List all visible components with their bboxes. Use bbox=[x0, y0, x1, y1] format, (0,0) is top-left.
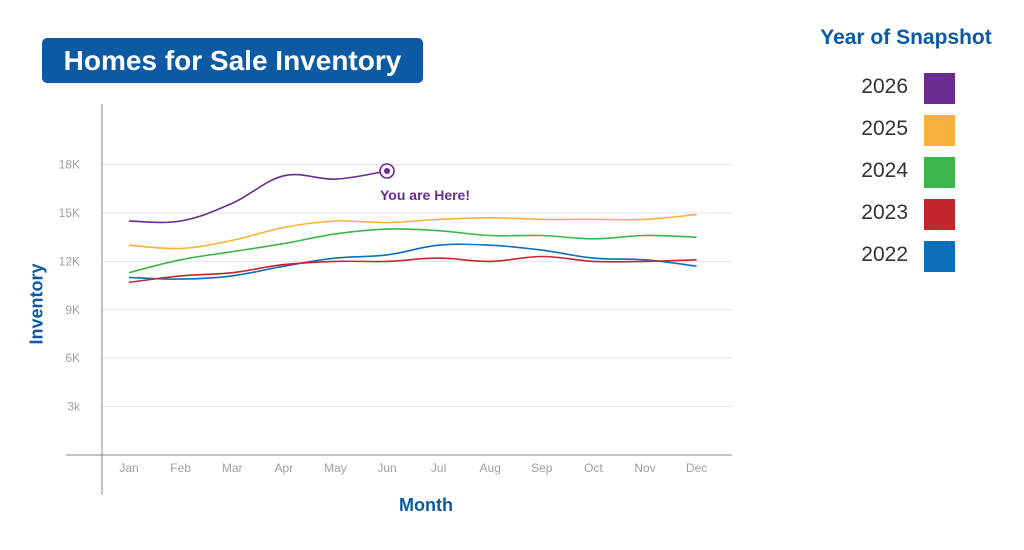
legend-swatch bbox=[924, 115, 955, 146]
legend-item-2025: 2025 bbox=[846, 113, 966, 155]
chart-title: Homes for Sale Inventory bbox=[42, 38, 423, 83]
y-tick-label: 15K bbox=[59, 206, 80, 220]
legend-item-2023: 2023 bbox=[846, 197, 966, 239]
x-tick-label: Apr bbox=[274, 461, 293, 475]
axes bbox=[66, 104, 732, 495]
series-line-2025 bbox=[128, 213, 697, 250]
legend-label: 2026 bbox=[861, 75, 908, 98]
x-tick-label: Jun bbox=[377, 461, 396, 475]
x-tick-label: Nov bbox=[634, 461, 655, 475]
annotation: You are Here! bbox=[379, 163, 470, 203]
legend-label: 2024 bbox=[861, 159, 908, 182]
x-tick-label: Aug bbox=[480, 461, 501, 475]
legend-swatch bbox=[924, 241, 955, 272]
x-tick-label: Oct bbox=[584, 461, 603, 475]
y-axis-label: Inventory bbox=[26, 263, 47, 345]
annotation-label: You are Here! bbox=[380, 187, 470, 203]
legend: 2026 2025 2024 2023 2022 bbox=[846, 71, 966, 281]
x-axis-label: Month bbox=[399, 495, 453, 515]
legend-item-2022: 2022 bbox=[846, 239, 966, 281]
x-tick-label: Sep bbox=[531, 461, 553, 475]
x-tick-label: Dec bbox=[686, 461, 707, 475]
y-tick-label: 6K bbox=[65, 351, 80, 365]
legend-swatch bbox=[924, 73, 955, 104]
series-line-2026 bbox=[128, 170, 388, 224]
y-tick-label: 9K bbox=[65, 303, 80, 317]
x-tick-label: May bbox=[324, 461, 347, 475]
legend-label: 2022 bbox=[861, 243, 908, 266]
series-line-2023 bbox=[128, 255, 697, 284]
x-tick-label: Jul bbox=[431, 461, 446, 475]
x-tick-label: Jan bbox=[119, 461, 138, 475]
legend-item-2026: 2026 bbox=[846, 71, 966, 113]
x-tick-label: Mar bbox=[222, 461, 243, 475]
legend-label: 2023 bbox=[861, 201, 908, 224]
series-lines bbox=[128, 170, 697, 284]
x-tick-label: Feb bbox=[170, 461, 191, 475]
y-tick-label: 18K bbox=[59, 158, 80, 172]
legend-label: 2025 bbox=[861, 117, 908, 140]
y-tick-label: 3k bbox=[67, 400, 81, 414]
legend-title: Year of Snapshot bbox=[820, 26, 992, 49]
series-line-2024 bbox=[128, 228, 697, 274]
line-chart: 3k 6K 9K 12K 15K 18K Jan Feb Mar Apr May Jun Jul Aug… bbox=[59, 104, 732, 495]
y-tick-labels: 3k 6K 9K 12K 15K 18K bbox=[59, 158, 81, 414]
x-tick-labels: Jan Feb Mar Apr May Jun Jul Aug Sep Oct Nov Dec bbox=[119, 461, 707, 475]
y-tick-label: 12K bbox=[59, 254, 80, 268]
legend-swatch bbox=[924, 157, 955, 188]
legend-item-2024: 2024 bbox=[846, 155, 966, 197]
legend-swatch bbox=[924, 199, 955, 230]
you-are-here-dot bbox=[384, 168, 390, 174]
series-line-2022 bbox=[128, 243, 697, 280]
